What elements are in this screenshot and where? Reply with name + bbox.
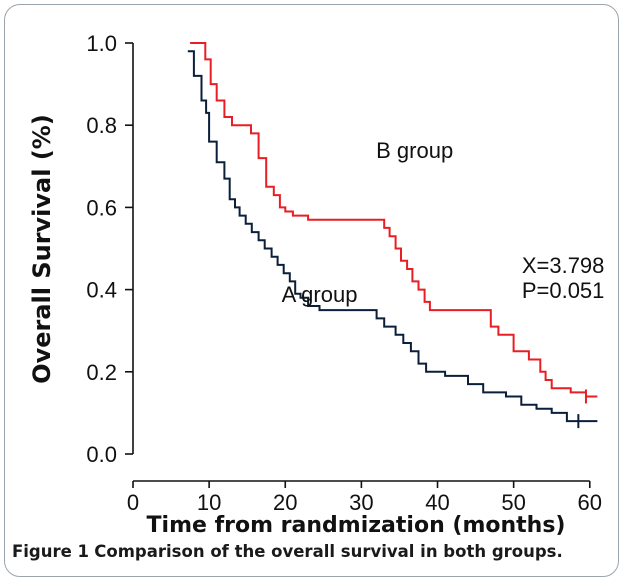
y-tick-label: 1.0 — [86, 31, 117, 56]
y-tick-label: 0.6 — [86, 195, 117, 220]
x-tick-label: 50 — [501, 490, 525, 515]
y-tick-label: 0.0 — [86, 442, 117, 467]
annotation-label: X=3.798 — [522, 253, 605, 278]
annotation-label: B group — [376, 138, 453, 163]
x-tick-label: 40 — [425, 490, 449, 515]
x-tick-label: 10 — [197, 490, 221, 515]
x-tick-label: 60 — [578, 490, 602, 515]
series-line-a-group — [187, 50, 598, 423]
y-axis-label: Overall Survival (%) — [28, 114, 56, 384]
x-tick-label: 0 — [127, 490, 139, 515]
y-tick-label: 0.8 — [86, 113, 117, 138]
figure-caption: Figure 1 Comparison of the overall survi… — [12, 542, 612, 561]
annotation-label: A group — [282, 282, 358, 307]
y-tick-label: 0.2 — [86, 360, 117, 385]
survival-chart: 0.0 0.2 0.4 0.6 0.8 1.0 0 10 20 30 40 50 60 B group A… — [28, 31, 605, 538]
chart-series-layer — [187, 42, 598, 429]
annotation-label: P=0.051 — [522, 278, 605, 303]
figure-label: Figure 1 — [12, 542, 90, 561]
x-tick-label: 30 — [349, 490, 373, 515]
chart-axes: 0.0 0.2 0.4 0.6 0.8 1.0 0 10 20 30 40 50 60 — [86, 31, 602, 515]
y-tick-label: 0.4 — [86, 278, 117, 303]
series-line-b-group — [190, 42, 598, 398]
x-tick-label: 20 — [273, 490, 297, 515]
x-axis-label: Time from randmization (months) — [147, 513, 566, 538]
figure-caption-text: Comparison of the overall survival in bo… — [94, 542, 563, 561]
